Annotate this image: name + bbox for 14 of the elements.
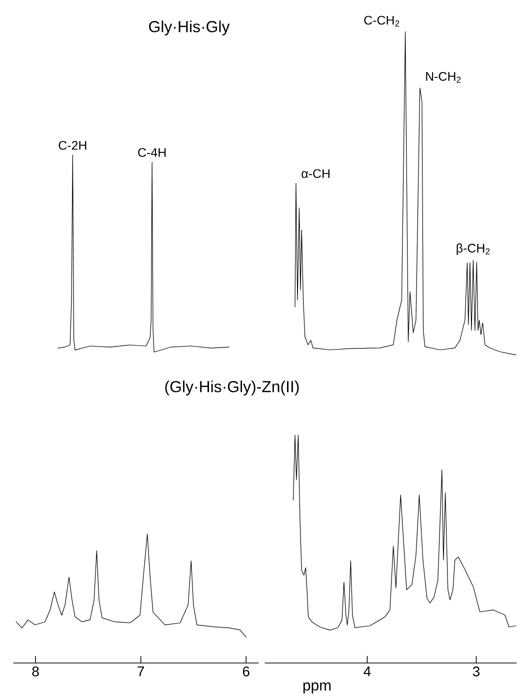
annotation: α-CH: [302, 169, 330, 178]
x-tick-label: 6: [242, 666, 250, 676]
annotation: C-CH$_{2}$: [364, 16, 400, 26]
annotation: β-CH$_{2}$: [456, 243, 490, 256]
x-tick-label: 8: [32, 666, 39, 676]
annotation: (Gly·His·Gly)-Zn(II): [165, 380, 299, 396]
annotation: N-CH$_{2}$: [426, 72, 461, 83]
x-axis-title: ppm: [303, 682, 331, 694]
text: Gly·His·Gly: [149, 20, 230, 36]
annotation: C-4H: [138, 148, 166, 157]
x-tick-label: 3: [472, 666, 480, 676]
x-tick-label: 7: [138, 666, 144, 676]
annotation: C-2H: [58, 140, 86, 150]
x-tick-label: 4: [364, 666, 371, 676]
